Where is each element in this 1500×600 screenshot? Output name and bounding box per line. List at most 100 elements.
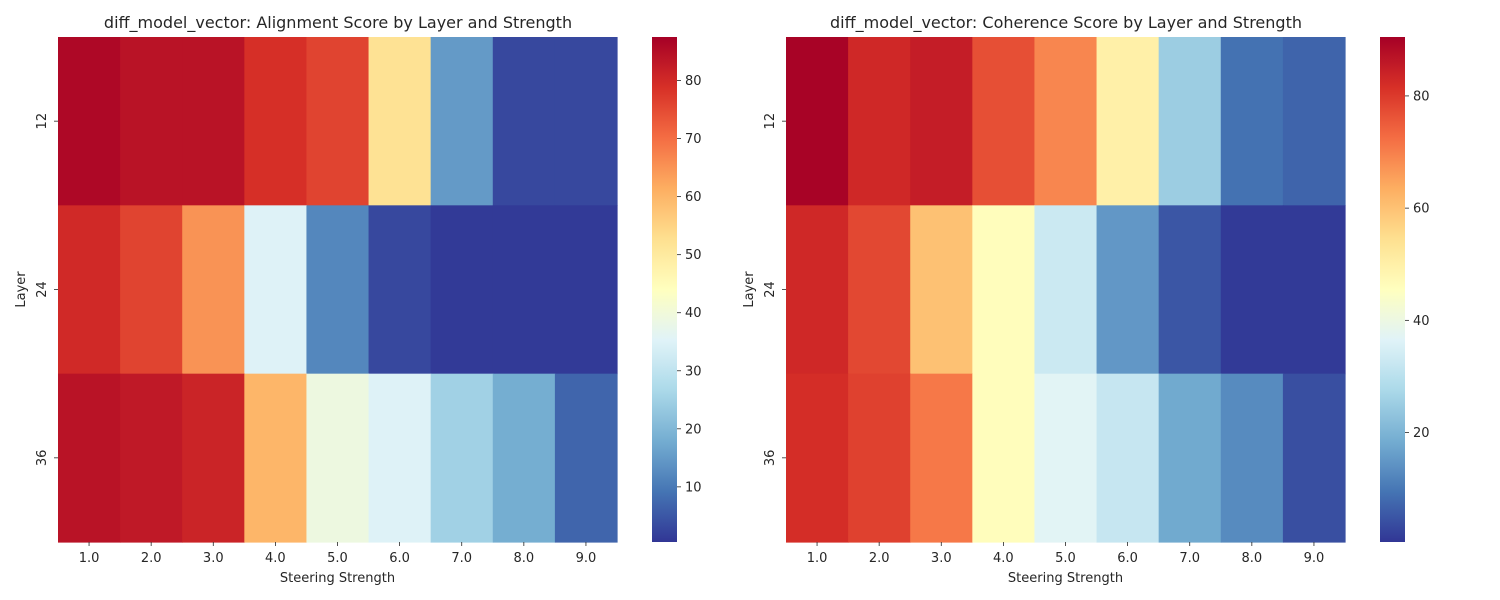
alignment-y-tick-label: 24 — [35, 281, 50, 298]
alignment-x-tick-label: 7.0 — [451, 551, 472, 566]
alignment-chart-title: diff_model_vector: Alignment Score by La… — [104, 13, 572, 33]
alignment-colorbar-tick-label: 20 — [685, 422, 702, 437]
alignment-y-tick-label: 12 — [35, 113, 50, 130]
alignment-cell-layer-24-strength-5.0 — [306, 205, 370, 375]
coherence-heatmap-panel: diff_model_vector: Coherence Score by La… — [742, 13, 1430, 586]
coherence-cell-layer-24-strength-9.0 — [1282, 205, 1346, 375]
alignment-x-tick-label: 1.0 — [79, 551, 100, 566]
alignment-cell-layer-36-strength-8.0 — [492, 373, 556, 543]
coherence-cell-layer-24-strength-5.0 — [1034, 205, 1098, 375]
alignment-cell-layer-36-strength-7.0 — [430, 373, 494, 543]
alignment-heatmap-panel: diff_model_vector: Alignment Score by La… — [14, 13, 702, 586]
alignment-cell-layer-12-strength-7.0 — [430, 37, 494, 206]
alignment-cell-layer-12-strength-4.0 — [244, 37, 308, 206]
coherence-y-tick-label: 12 — [763, 113, 778, 130]
alignment-cell-layer-12-strength-1.0 — [58, 37, 121, 206]
coherence-cell-layer-36-strength-2.0 — [848, 373, 911, 543]
alignment-x-tick-label: 4.0 — [265, 551, 286, 566]
coherence-x-tick-label: 3.0 — [931, 551, 952, 566]
coherence-x-tick-label: 7.0 — [1179, 551, 1200, 566]
coherence-cell-layer-36-strength-1.0 — [786, 373, 849, 543]
coherence-x-tick-label: 6.0 — [1117, 551, 1138, 566]
coherence-colorbar-tick-label: 60 — [1413, 202, 1430, 217]
alignment-cell-layer-36-strength-5.0 — [306, 373, 370, 543]
coherence-cell-layer-24-strength-2.0 — [848, 205, 911, 375]
coherence-cell-layer-12-strength-3.0 — [910, 37, 973, 206]
alignment-cell-layer-24-strength-9.0 — [554, 205, 618, 375]
coherence-cell-layer-12-strength-1.0 — [786, 37, 849, 206]
alignment-cell-layer-12-strength-9.0 — [554, 37, 618, 206]
alignment-colorbar-tick-label: 40 — [685, 306, 702, 321]
coherence-colorbar-tick-label: 20 — [1413, 426, 1430, 441]
coherence-cell-layer-12-strength-5.0 — [1034, 37, 1098, 206]
alignment-cell-layer-36-strength-3.0 — [182, 373, 245, 543]
coherence-cell-layer-36-strength-9.0 — [1282, 373, 1346, 543]
coherence-colorbar — [1380, 37, 1405, 542]
alignment-cell-layer-36-strength-6.0 — [368, 373, 432, 543]
coherence-x-tick-label: 2.0 — [869, 551, 890, 566]
coherence-cell-layer-12-strength-4.0 — [972, 37, 1036, 206]
alignment-x-tick-label: 5.0 — [327, 551, 348, 566]
coherence-x-tick-label: 8.0 — [1241, 551, 1262, 566]
coherence-cell-layer-24-strength-8.0 — [1220, 205, 1284, 375]
alignment-colorbar-tick-label: 60 — [685, 190, 702, 205]
alignment-cell-layer-12-strength-5.0 — [306, 37, 370, 206]
alignment-colorbar-tick-label: 10 — [685, 480, 702, 495]
coherence-cell-layer-36-strength-5.0 — [1034, 373, 1098, 543]
coherence-colorbar-tick-label: 40 — [1413, 314, 1430, 329]
coherence-colorbar-tick-label: 80 — [1413, 89, 1430, 104]
alignment-x-tick-label: 3.0 — [203, 551, 224, 566]
coherence-cell-layer-36-strength-3.0 — [910, 373, 973, 543]
coherence-cell-layer-24-strength-3.0 — [910, 205, 973, 375]
alignment-cell-layer-24-strength-7.0 — [430, 205, 494, 375]
alignment-y-axis-label: Layer — [14, 271, 29, 308]
coherence-cell-layer-12-strength-6.0 — [1096, 37, 1160, 206]
coherence-x-axis-label: Steering Strength — [1008, 571, 1123, 586]
alignment-cell-layer-24-strength-2.0 — [120, 205, 183, 375]
alignment-cell-layer-36-strength-2.0 — [120, 373, 183, 543]
coherence-cell-layer-36-strength-8.0 — [1220, 373, 1284, 543]
coherence-cell-layer-24-strength-1.0 — [786, 205, 849, 375]
alignment-cell-layer-12-strength-2.0 — [120, 37, 183, 206]
coherence-x-tick-label: 5.0 — [1055, 551, 1076, 566]
alignment-colorbar-tick-label: 70 — [685, 132, 702, 147]
alignment-x-axis-label: Steering Strength — [280, 571, 395, 586]
alignment-x-tick-label: 9.0 — [576, 551, 597, 566]
alignment-colorbar-tick-label: 30 — [685, 364, 702, 379]
alignment-cell-layer-12-strength-6.0 — [368, 37, 432, 206]
alignment-cell-layer-24-strength-6.0 — [368, 205, 432, 375]
coherence-cell-layer-24-strength-6.0 — [1096, 205, 1160, 375]
alignment-cell-layer-12-strength-8.0 — [492, 37, 556, 206]
coherence-cell-layer-36-strength-4.0 — [972, 373, 1036, 543]
coherence-cell-layer-12-strength-8.0 — [1220, 37, 1284, 206]
coherence-y-axis-label: Layer — [742, 271, 757, 308]
alignment-colorbar-tick-label: 50 — [685, 248, 702, 263]
coherence-cell-layer-12-strength-2.0 — [848, 37, 911, 206]
coherence-cell-layer-24-strength-4.0 — [972, 205, 1036, 375]
alignment-cell-layer-24-strength-4.0 — [244, 205, 308, 375]
alignment-cell-layer-24-strength-8.0 — [492, 205, 556, 375]
coherence-y-tick-label: 24 — [763, 281, 778, 298]
coherence-y-tick-label: 36 — [763, 450, 778, 467]
coherence-cell-layer-12-strength-9.0 — [1282, 37, 1346, 206]
alignment-x-tick-label: 6.0 — [389, 551, 410, 566]
alignment-cell-layer-24-strength-1.0 — [58, 205, 121, 375]
coherence-x-tick-label: 4.0 — [993, 551, 1014, 566]
coherence-cell-layer-12-strength-7.0 — [1158, 37, 1222, 206]
alignment-cell-layer-36-strength-9.0 — [554, 373, 618, 543]
coherence-cell-layer-36-strength-7.0 — [1158, 373, 1222, 543]
alignment-colorbar — [652, 37, 677, 542]
coherence-chart-title: diff_model_vector: Coherence Score by La… — [830, 13, 1302, 33]
coherence-x-tick-label: 1.0 — [807, 551, 828, 566]
alignment-x-tick-label: 2.0 — [141, 551, 162, 566]
alignment-cell-layer-24-strength-3.0 — [182, 205, 245, 375]
coherence-cell-layer-24-strength-7.0 — [1158, 205, 1222, 375]
alignment-cell-layer-36-strength-4.0 — [244, 373, 308, 543]
alignment-colorbar-tick-label: 80 — [685, 74, 702, 89]
alignment-x-tick-label: 8.0 — [513, 551, 534, 566]
coherence-cell-layer-36-strength-6.0 — [1096, 373, 1160, 543]
alignment-cell-layer-36-strength-1.0 — [58, 373, 121, 543]
alignment-y-tick-label: 36 — [35, 450, 50, 467]
coherence-x-tick-label: 9.0 — [1304, 551, 1325, 566]
